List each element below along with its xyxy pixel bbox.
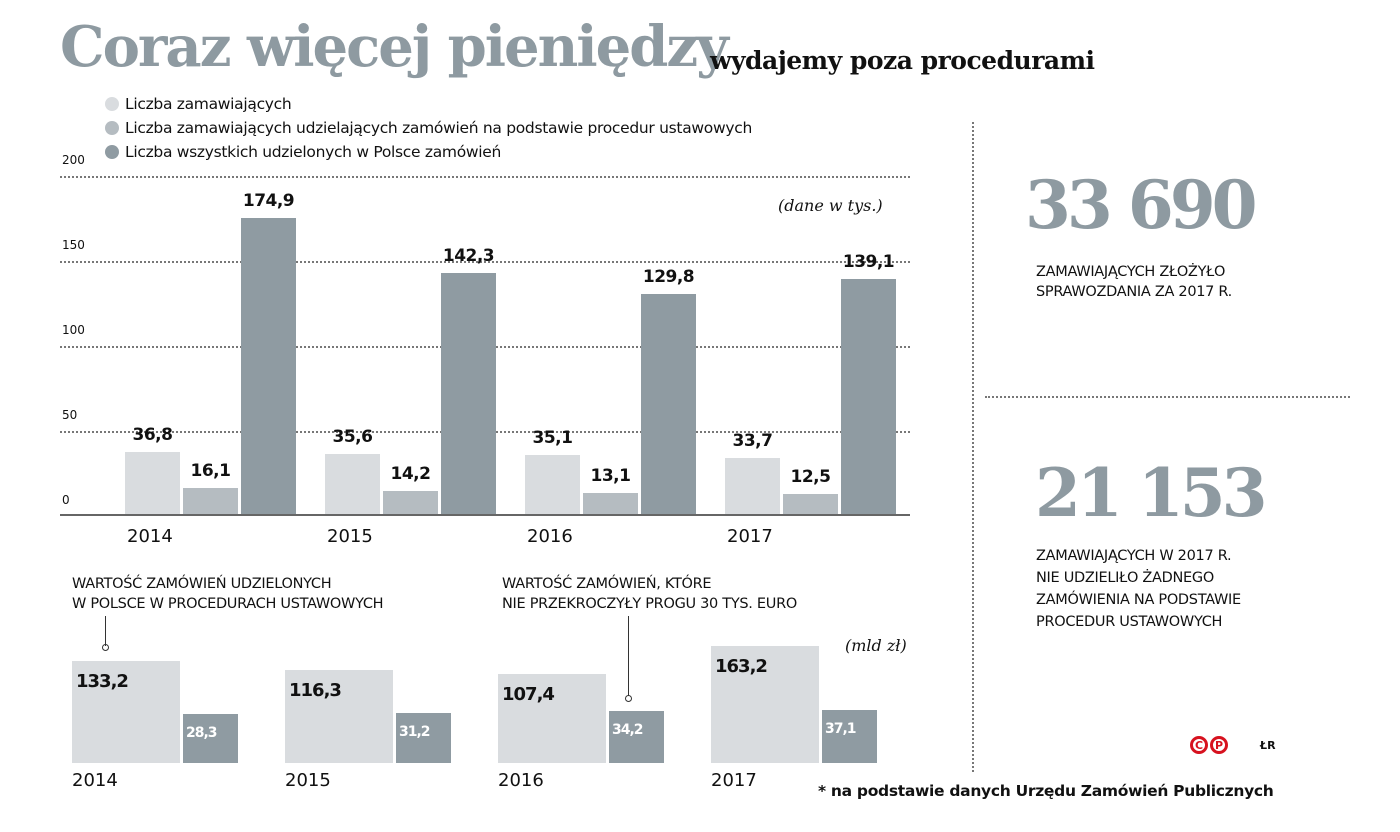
data-label: 133,2: [76, 671, 129, 693]
annotation-below-threshold: WARTOŚĆ ZAMÓWIEŃ, KTÓRE NIE PRZEKROCZYŁY…: [502, 574, 797, 614]
annotation-line: WARTOŚĆ ZAMÓWIEŃ, KTÓRE: [502, 576, 712, 592]
fact-line: ZAMAWIAJĄCYCH ZŁOŻYŁO: [1036, 264, 1226, 280]
legend-item: Liczba wszystkich udzielonych w Polsce z…: [105, 140, 752, 164]
gridline: [60, 176, 910, 178]
fact-line: SPRAWOZDANIA ZA 2017 R.: [1036, 284, 1232, 300]
bar: [711, 646, 819, 763]
x-tick-label: 2017: [711, 770, 757, 791]
y-tick-label: 150: [62, 238, 85, 252]
unit-label: (dane w tys.): [778, 196, 883, 215]
legend-label: Liczba wszystkich udzielonych w Polsce z…: [125, 143, 502, 161]
fact-number: 33 690: [1025, 166, 1258, 244]
x-tick-label: 2016: [498, 770, 544, 791]
annotation-pointer-dot: [102, 644, 109, 651]
divider-horizontal: [985, 396, 1350, 398]
bar: [125, 452, 180, 515]
bar: [822, 709, 877, 763]
annotation-line: W POLSCE W PROCEDURACH USTAWOWYCH: [72, 596, 384, 612]
annotation-pointer: [628, 616, 629, 696]
x-tick-label: 2014: [72, 770, 118, 791]
bar: [609, 711, 664, 763]
page-title: Coraz więcej pieniędzy: [60, 14, 729, 80]
data-label: 28,3: [186, 725, 218, 742]
bar: [725, 457, 780, 515]
legend-swatch: [105, 97, 119, 111]
annotation-procedures: WARTOŚĆ ZAMÓWIEŃ UDZIELONYCH W POLSCE W …: [72, 574, 384, 614]
fact-text: ZAMAWIAJĄCYCH ZŁOŻYŁO SPRAWOZDANIA ZA 20…: [1036, 262, 1232, 302]
data-label: 12,5: [790, 466, 831, 487]
publisher-logo: C P: [1190, 736, 1228, 754]
data-label: 142,3: [442, 246, 495, 267]
data-label: 139,1: [842, 251, 895, 272]
x-axis-line: [60, 514, 910, 516]
bar: [441, 273, 496, 515]
annotation-pointer: [105, 616, 106, 646]
x-tick-label: 2016: [527, 526, 573, 547]
bar: [183, 487, 238, 515]
legend-swatch: [105, 145, 119, 159]
fact-line: ZAMAWIAJĄCYCH W 2017 R.: [1036, 548, 1232, 564]
x-tick-label: 2015: [327, 526, 373, 547]
legend-item: Liczba zamawiających: [105, 92, 752, 116]
y-tick-label: 50: [62, 408, 78, 422]
bar: [241, 217, 296, 515]
legend-label: Liczba zamawiających: [125, 95, 292, 113]
divider-vertical: [972, 122, 974, 772]
y-tick-label: 0: [62, 493, 70, 507]
page-subtitle: wydajemy poza procedurami: [710, 46, 1095, 75]
logo-c-icon: C: [1190, 736, 1208, 754]
logo-p-icon: P: [1210, 736, 1228, 754]
source-note: * na podstawie danych Urzędu Zamówień Pu…: [818, 782, 1274, 800]
bar: [525, 455, 580, 515]
fact-line: NIE UDZIELIŁO ŻADNEGO: [1036, 570, 1214, 586]
bar: [325, 454, 380, 515]
data-label: 116,3: [289, 679, 342, 701]
legend-label: Liczba zamawiających udzielających zamów…: [125, 119, 752, 137]
annotation-line: WARTOŚĆ ZAMÓWIEŃ UDZIELONYCH: [72, 576, 332, 592]
fact-text: ZAMAWIAJĄCYCH W 2017 R. NIE UDZIELIŁO ŻA…: [1036, 545, 1241, 633]
data-label: 31,2: [399, 723, 431, 740]
data-label: 33,7: [732, 430, 773, 451]
fact-number: 21 153: [1035, 454, 1268, 532]
bar: [72, 661, 180, 763]
data-label: 174,9: [242, 190, 295, 211]
bar: [841, 278, 896, 515]
data-label: 36,8: [132, 425, 173, 446]
fact-line: PROCEDUR USTAWOWYCH: [1036, 614, 1223, 630]
legend-item: Liczba zamawiających udzielających zamów…: [105, 116, 752, 140]
bar: [641, 294, 696, 515]
annotation-line: NIE PRZEKROCZYŁY PROGU 30 TYS. EURO: [502, 596, 797, 612]
gridline: [60, 261, 910, 263]
fact-line: ZAMÓWIENIA NA PODSTAWIE: [1036, 592, 1241, 608]
data-label: 37,1: [825, 720, 857, 737]
data-label: 35,6: [332, 427, 373, 448]
bar: [583, 492, 638, 515]
x-tick-label: 2014: [127, 526, 173, 547]
legend: Liczba zamawiających Liczba zamawiającyc…: [105, 92, 752, 164]
data-label: 14,2: [390, 463, 431, 484]
unit-label: (mld zł): [845, 636, 907, 655]
data-label: 129,8: [642, 267, 695, 288]
legend-swatch: [105, 121, 119, 135]
bar: [183, 714, 238, 763]
y-tick-label: 100: [62, 323, 85, 337]
data-label: 163,2: [715, 656, 768, 678]
y-tick-label: 200: [62, 153, 85, 167]
data-label: 35,1: [532, 428, 573, 449]
x-tick-label: 2017: [727, 526, 773, 547]
data-label: 16,1: [190, 460, 231, 481]
bar: [285, 669, 393, 763]
data-label: 13,1: [590, 465, 631, 486]
bar: [383, 490, 438, 515]
x-tick-label: 2015: [285, 770, 331, 791]
data-label: 107,4: [502, 684, 555, 706]
author-initials: ŁR: [1260, 739, 1276, 752]
bar: [783, 493, 838, 515]
bar: [396, 712, 451, 763]
data-label: 34,2: [612, 722, 644, 739]
bar: [498, 674, 606, 763]
annotation-pointer-dot: [625, 695, 632, 702]
